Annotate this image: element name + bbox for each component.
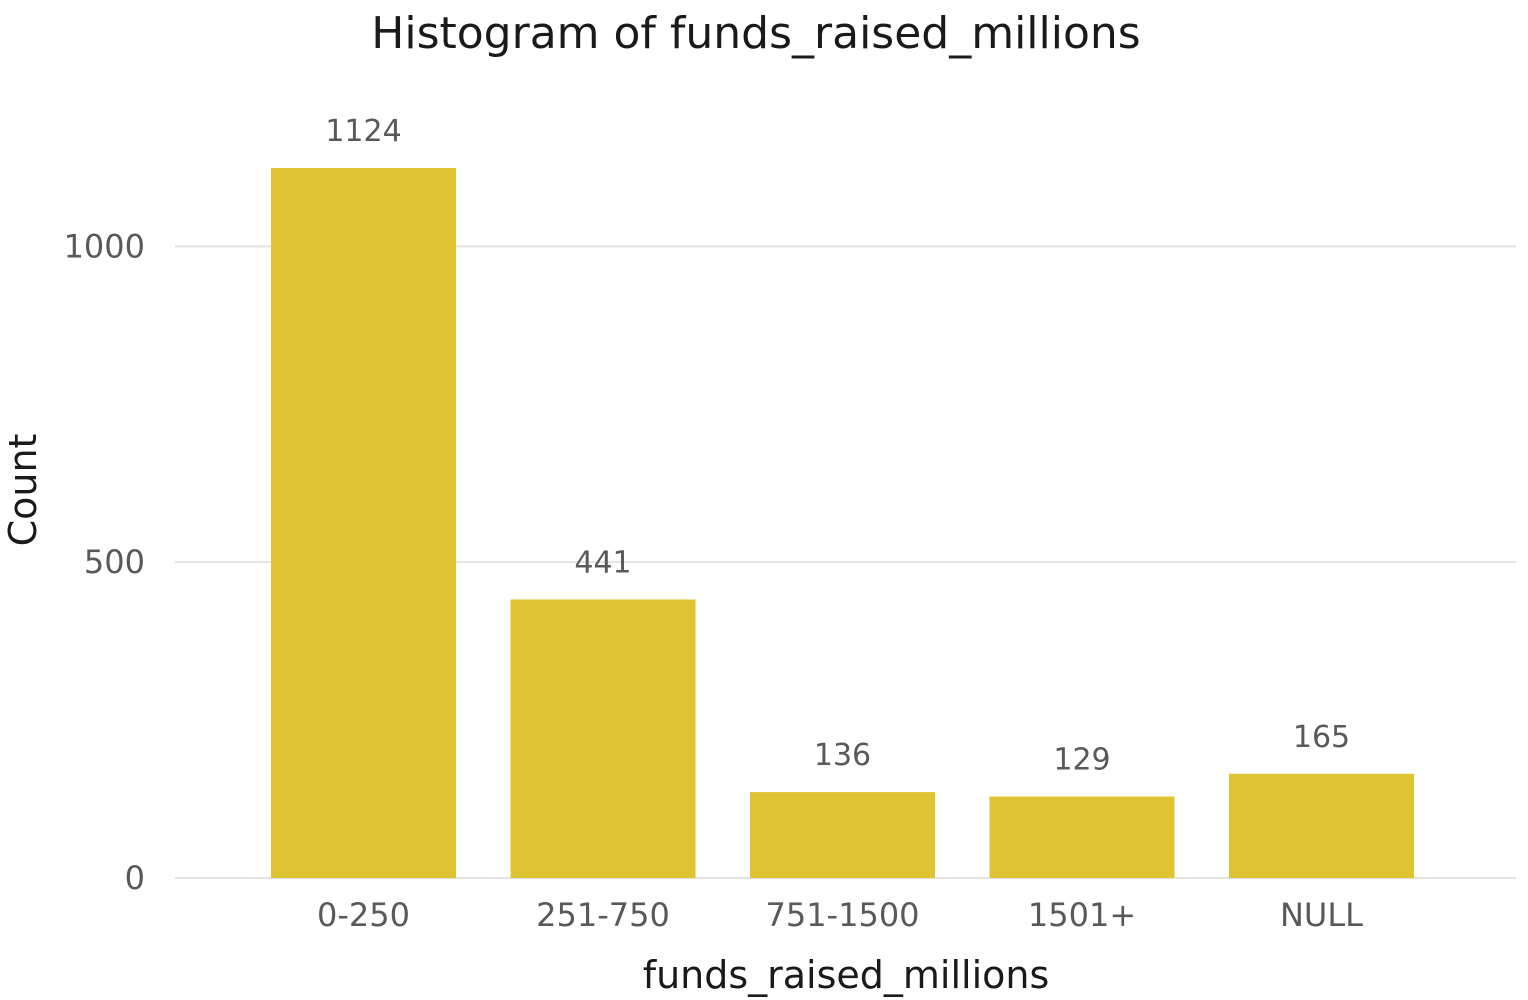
- x-tick-label: 0-250: [317, 896, 410, 934]
- bar-null: [1229, 773, 1414, 878]
- y-axis-title: Count: [1, 434, 45, 547]
- y-tick-label: 1000: [64, 227, 145, 265]
- data-label: 136: [814, 738, 871, 773]
- bar-0-250: [271, 168, 456, 878]
- data-label: 441: [574, 545, 631, 580]
- data-label: 129: [1053, 743, 1110, 778]
- y-axis-ticks: 0 500 1000: [64, 227, 145, 897]
- data-label: 165: [1293, 720, 1350, 755]
- x-tick-label: NULL: [1280, 896, 1363, 934]
- bar-1501-: [989, 796, 1175, 878]
- y-tick-label: 0: [125, 859, 145, 897]
- data-labels: 1124 441 136 129 165: [325, 114, 1350, 778]
- x-axis-ticks: 0-250 251-750 751-1500 1501+ NULL: [317, 896, 1363, 934]
- bars: [271, 168, 1414, 878]
- x-tick-label: 1501+: [1028, 896, 1136, 934]
- x-tick-label: 251-750: [536, 896, 670, 934]
- y-tick-label: 500: [84, 543, 145, 581]
- bar-251-750: [510, 599, 696, 878]
- chart-title: Histogram of funds_raised_millions: [371, 8, 1140, 59]
- x-axis-title: funds_raised_millions: [643, 953, 1050, 997]
- x-tick-label: 751-1500: [765, 896, 919, 934]
- bar-751-1500: [750, 792, 935, 878]
- data-label: 1124: [325, 114, 401, 149]
